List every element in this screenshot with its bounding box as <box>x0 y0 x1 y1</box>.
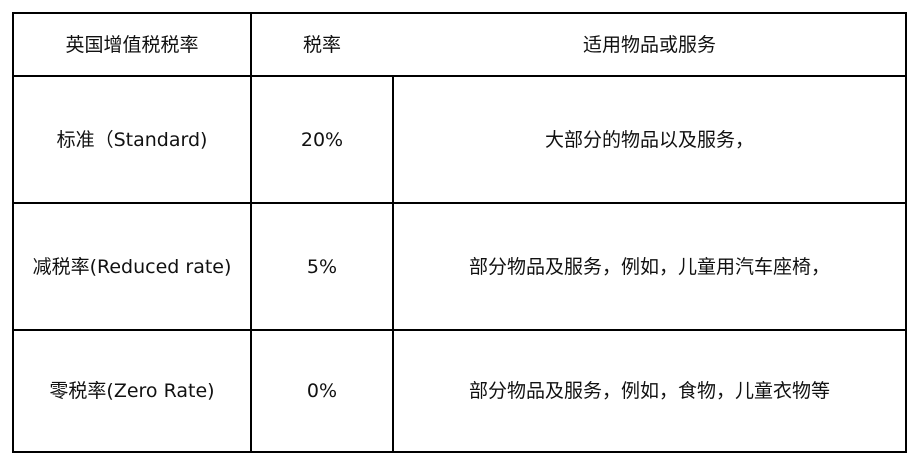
row-divider <box>12 329 907 331</box>
cell-applies-to: 部分物品及服务，例如，食物，儿童衣物等 <box>468 380 830 402</box>
col-divider <box>392 76 394 453</box>
border-bottom <box>12 451 907 453</box>
cell-category: 减税率(Reduced rate) <box>32 255 232 278</box>
cell-category: 标准（Standard) <box>56 128 208 151</box>
header-applies-to: 适用物品或服务 <box>582 33 716 56</box>
cell-category: 零税率(Zero Rate) <box>49 380 215 402</box>
header-divider <box>12 75 907 77</box>
header-category: 英国增值税税率 <box>65 33 199 56</box>
row-divider <box>12 202 907 204</box>
col-divider <box>250 12 252 453</box>
cell-rate: 0% <box>306 380 338 402</box>
border-left <box>12 12 14 453</box>
cell-applies-to: 部分物品及服务，例如，儿童用汽车座椅， <box>468 255 830 278</box>
border-right <box>905 12 907 453</box>
cell-applies-to: 大部分的物品以及服务， <box>544 128 754 151</box>
cell-rate: 20% <box>300 128 344 151</box>
cell-rate: 5% <box>306 255 338 278</box>
border-top <box>12 12 907 14</box>
header-rate: 税率 <box>302 33 341 56</box>
